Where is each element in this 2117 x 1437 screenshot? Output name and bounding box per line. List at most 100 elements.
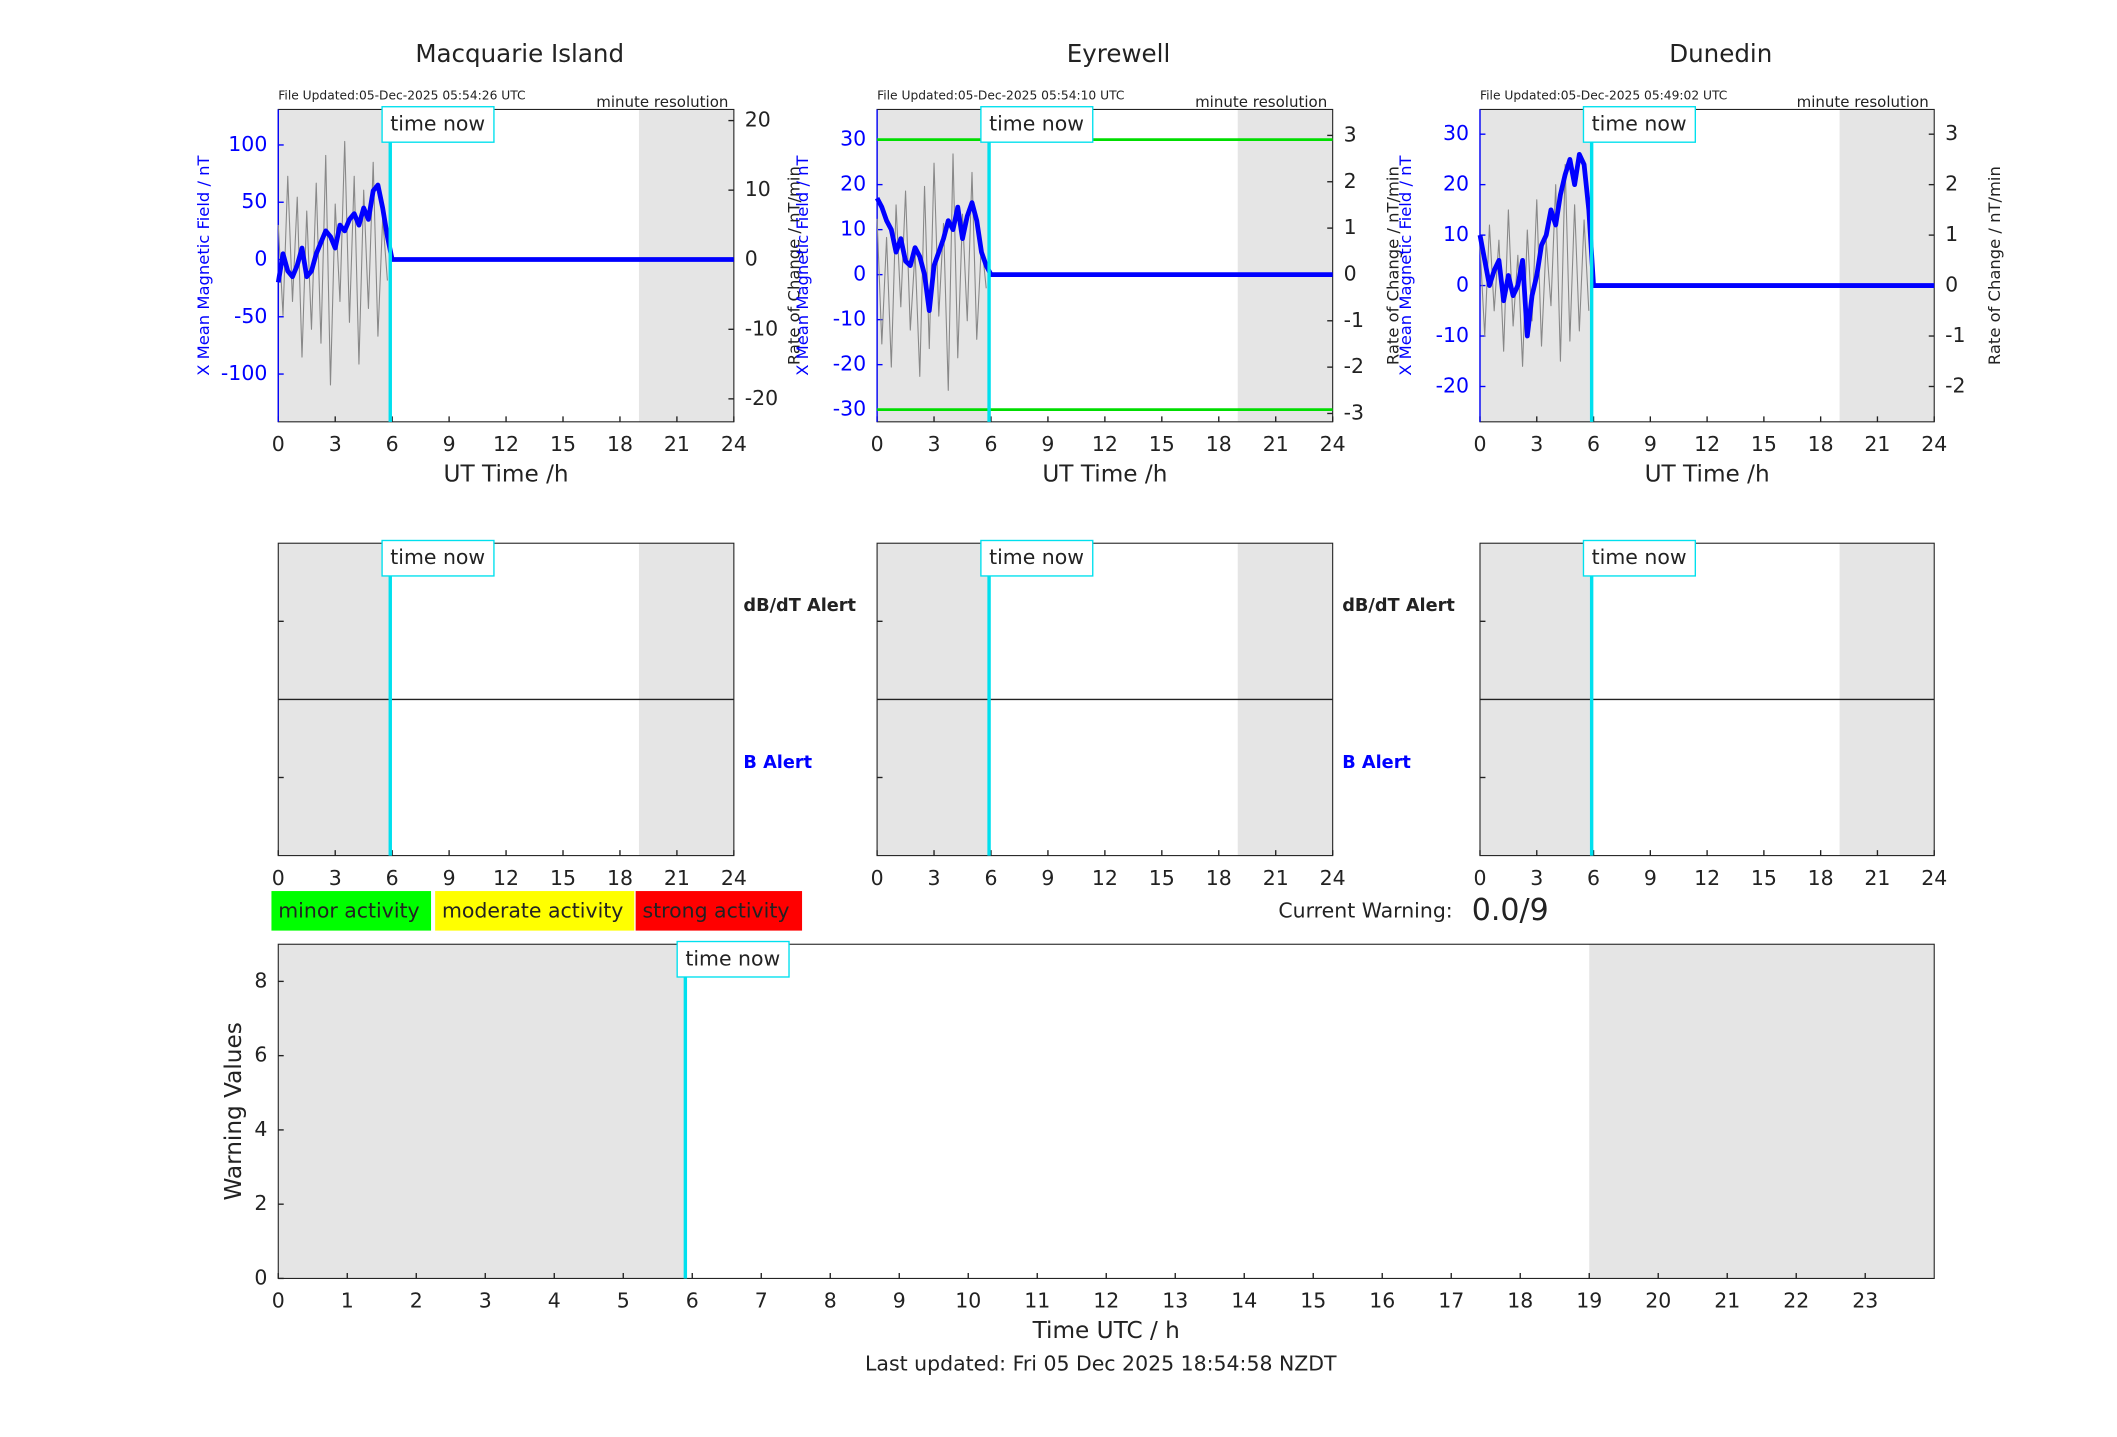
x-tick-label: 0 (272, 432, 285, 456)
y2-tick-label: 2 (1344, 169, 1357, 193)
y2-axis-label: Rate of Change / nT/min (785, 166, 804, 365)
x-tick-label: 21 (664, 432, 690, 456)
legend-swatch (435, 891, 635, 931)
x-tick-label: 6 (984, 866, 997, 890)
x-tick-label: 9 (1644, 432, 1657, 456)
x-tick-label: 11 (1024, 1289, 1050, 1313)
y2-tick-label: -2 (1945, 373, 1965, 397)
y-tick-label: 0 (254, 247, 267, 271)
alert-label: B Alert (743, 753, 812, 773)
x-tick-label: 9 (1644, 866, 1657, 890)
x-tick-label: 12 (1694, 866, 1720, 890)
x-tick-label: 24 (721, 432, 747, 456)
x-tick-label: 18 (1206, 866, 1232, 890)
file-updated: File Updated:05-Dec-2025 05:54:26 UTC (278, 88, 525, 102)
x-tick-label: 13 (1162, 1289, 1188, 1313)
y2-axis-label: Rate of Change / nT/min (1384, 166, 1403, 365)
x-tick-label: 20 (1645, 1289, 1671, 1313)
alert-label: dB/dT Alert (1342, 596, 1455, 616)
x-axis-label: UT Time /h (1042, 461, 1167, 488)
y-tick-label: 8 (254, 968, 267, 992)
x-tick-label: 15 (1149, 432, 1175, 456)
night-shade (1839, 109, 1935, 422)
alert-label: B Alert (1342, 753, 1411, 773)
y2-tick-label: -10 (745, 316, 778, 340)
rate-line (876, 153, 987, 391)
x-tick-label: 24 (721, 866, 747, 890)
file-updated: File Updated:05-Dec-2025 05:54:10 UTC (877, 88, 1124, 102)
x-tick-label: 9 (443, 432, 456, 456)
legend-label: strong activity (642, 899, 789, 923)
y-tick-label: -20 (833, 352, 866, 376)
x-tick-label: 14 (1231, 1289, 1257, 1313)
x-tick-label: 18 (607, 866, 633, 890)
resolution: minute resolution (1195, 93, 1327, 111)
x-tick-label: 0 (871, 432, 884, 456)
y2-tick-label: 0 (1945, 273, 1958, 297)
y-axis-label: X Mean Magnetic Field / nT (793, 154, 812, 375)
time-now-box (980, 106, 1094, 143)
y-tick-label: -100 (221, 361, 267, 385)
legend-swatch (271, 891, 432, 931)
x-tick-label: 6 (386, 432, 399, 456)
y2-tick-label: 1 (1344, 215, 1357, 239)
y-axis-label: X Mean Magnetic Field / nT (194, 154, 213, 375)
y-tick-label: 10 (1443, 222, 1469, 246)
x-tick-label: 15 (1751, 866, 1777, 890)
y-tick-label: 2 (254, 1191, 267, 1215)
x-tick-label: 9 (893, 1289, 906, 1313)
x-tick-label: 9 (443, 866, 456, 890)
y2-tick-label: 20 (745, 108, 771, 132)
x-tick-label: 12 (1092, 866, 1118, 890)
time-now-label: time now (390, 545, 485, 569)
y-tick-label: -20 (1436, 373, 1469, 397)
x-tick-label: 3 (1530, 866, 1543, 890)
x-tick-label: 3 (928, 432, 941, 456)
x-tick-label: 17 (1438, 1289, 1464, 1313)
time-now-box (1582, 106, 1697, 143)
time-now-label: time now (989, 111, 1084, 135)
y2-tick-label: 0 (745, 247, 758, 271)
y-tick-label: 0 (1456, 273, 1469, 297)
y-tick-label: 30 (840, 127, 866, 151)
footer: Last updated: Fri 05 Dec 2025 18:54:58 N… (865, 1351, 1337, 1375)
x-tick-label: 3 (1530, 432, 1543, 456)
x-tick-label: 24 (1320, 866, 1346, 890)
y-tick-label: 10 (840, 217, 866, 241)
x-tick-label: 9 (1041, 432, 1054, 456)
field-line (1477, 151, 1935, 339)
x-tick-label: 18 (1507, 1289, 1533, 1313)
x-tick-label: 8 (824, 1289, 837, 1313)
x-tick-label: 3 (329, 866, 342, 890)
x-tick-label: 12 (1694, 432, 1720, 456)
field-line (874, 197, 1333, 314)
x-tick-label: 1 (341, 1289, 354, 1313)
x-tick-label: 21 (1263, 866, 1289, 890)
time-now-box (381, 539, 495, 577)
x-tick-label: 3 (928, 866, 941, 890)
y2-tick-label: 0 (1344, 261, 1357, 285)
x-tick-label: 12 (1092, 432, 1118, 456)
x-axis-label: UT Time /h (1645, 461, 1770, 488)
night-shade (638, 109, 734, 422)
x-tick-label: 15 (550, 432, 576, 456)
y2-tick-label: 3 (1344, 122, 1357, 146)
y-tick-label: 30 (1443, 121, 1469, 145)
x-tick-label: 21 (664, 866, 690, 890)
x-tick-label: 0 (871, 866, 884, 890)
x-tick-label: 6 (1587, 432, 1600, 456)
y-tick-label: 50 (241, 189, 267, 213)
x-tick-label: 18 (1206, 432, 1232, 456)
x-tick-label: 21 (1864, 866, 1890, 890)
legend-swatch (635, 891, 803, 931)
x-tick-label: 15 (550, 866, 576, 890)
x-axis-label: Time UTC / h (1032, 1317, 1180, 1344)
current-warning-label: Current Warning: (1278, 899, 1452, 923)
time-now-label: time now (989, 545, 1084, 569)
y-axis-label: Warning Values (220, 1022, 247, 1200)
y-tick-label: 0 (853, 262, 866, 286)
x-tick-label: 24 (1921, 866, 1947, 890)
chart-title: Macquarie Island (415, 39, 624, 68)
y-axis-label: X Mean Magnetic Field / nT (1396, 154, 1415, 375)
x-tick-label: 0 (272, 1289, 285, 1313)
